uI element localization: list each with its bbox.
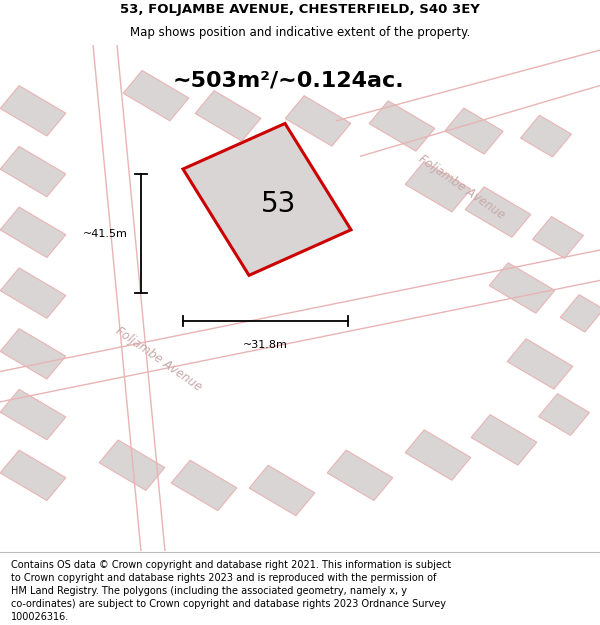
Text: ~31.8m: ~31.8m (243, 340, 288, 350)
Text: Foljambe Avenue: Foljambe Avenue (113, 324, 205, 394)
Polygon shape (465, 187, 531, 238)
Text: ~503m²/~0.124ac.: ~503m²/~0.124ac. (172, 71, 404, 91)
Text: ~41.5m: ~41.5m (83, 229, 128, 239)
Polygon shape (0, 146, 66, 197)
Polygon shape (521, 115, 571, 157)
Polygon shape (0, 389, 66, 440)
Polygon shape (507, 339, 573, 389)
Polygon shape (405, 430, 471, 480)
Polygon shape (560, 294, 600, 332)
Text: 53, FOLJAMBE AVENUE, CHESTERFIELD, S40 3EY: 53, FOLJAMBE AVENUE, CHESTERFIELD, S40 3… (120, 3, 480, 16)
Polygon shape (489, 262, 555, 313)
Polygon shape (0, 86, 66, 136)
Text: Foljambe Avenue: Foljambe Avenue (416, 152, 508, 221)
Polygon shape (0, 329, 66, 379)
Polygon shape (0, 268, 66, 318)
Polygon shape (539, 394, 589, 436)
Polygon shape (171, 460, 237, 511)
Polygon shape (249, 465, 315, 516)
Polygon shape (445, 108, 503, 154)
Text: Map shows position and indicative extent of the property.: Map shows position and indicative extent… (130, 26, 470, 39)
Polygon shape (0, 207, 66, 258)
Text: 100026316.: 100026316. (11, 612, 69, 622)
Polygon shape (183, 124, 351, 276)
Polygon shape (327, 450, 393, 501)
Polygon shape (369, 101, 435, 151)
Polygon shape (123, 71, 189, 121)
Text: co-ordinates) are subject to Crown copyright and database rights 2023 Ordnance S: co-ordinates) are subject to Crown copyr… (11, 599, 446, 609)
Polygon shape (285, 96, 351, 146)
Text: HM Land Registry. The polygons (including the associated geometry, namely x, y: HM Land Registry. The polygons (includin… (11, 586, 407, 596)
Polygon shape (99, 440, 165, 491)
Text: to Crown copyright and database rights 2023 and is reproduced with the permissio: to Crown copyright and database rights 2… (11, 573, 436, 583)
Polygon shape (195, 91, 261, 141)
Polygon shape (533, 216, 583, 258)
Polygon shape (471, 414, 537, 465)
Polygon shape (405, 161, 471, 212)
Text: Contains OS data © Crown copyright and database right 2021. This information is : Contains OS data © Crown copyright and d… (11, 560, 451, 570)
Polygon shape (0, 450, 66, 501)
Text: 53: 53 (262, 191, 296, 219)
